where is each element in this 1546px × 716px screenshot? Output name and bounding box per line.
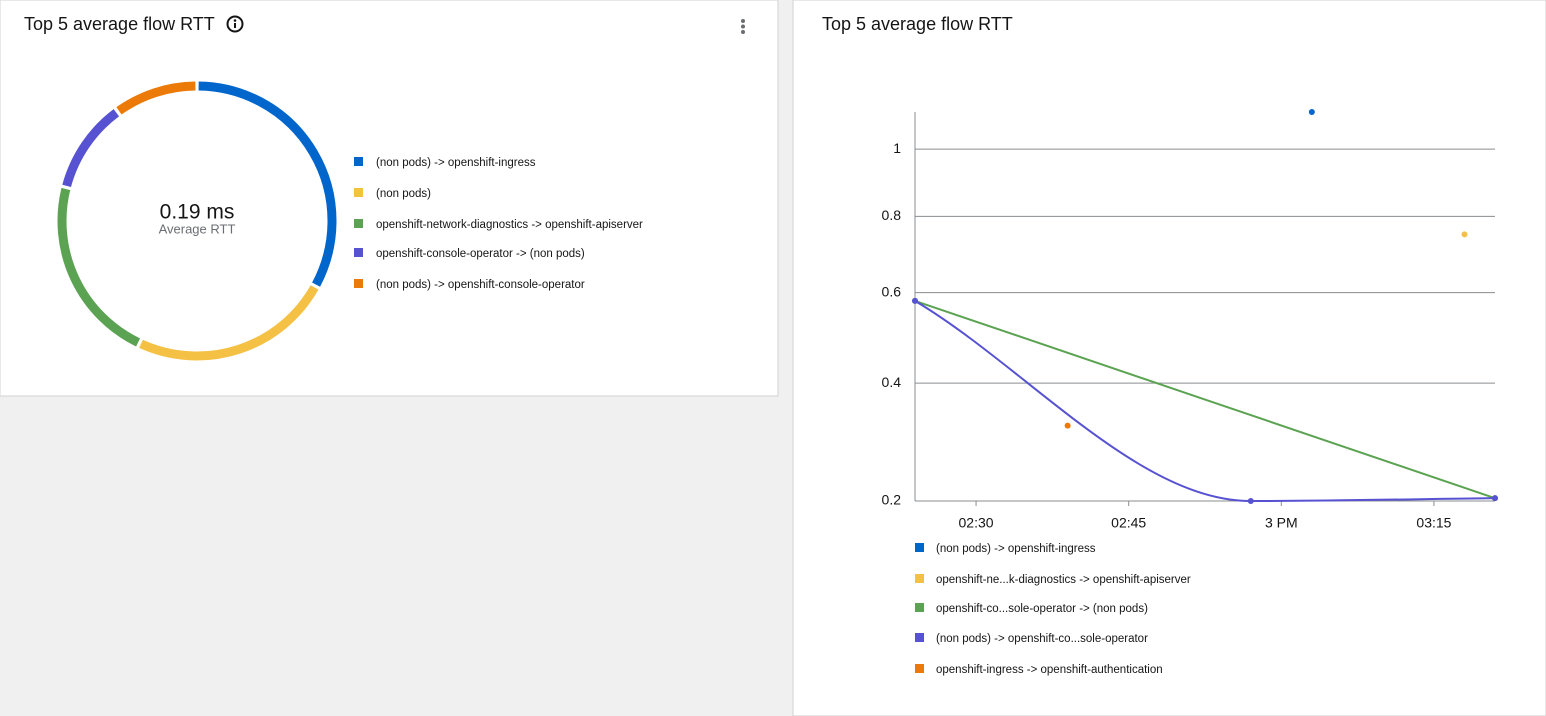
data-point — [1247, 498, 1254, 504]
legend-swatch — [915, 633, 924, 642]
legend-label: openshift-ingress -> openshift-authentic… — [936, 664, 1163, 676]
legend-swatch — [915, 574, 924, 583]
donut-segment — [198, 81, 337, 287]
x-tick-label: 02:45 — [1111, 515, 1146, 531]
y-tick-label: 1 — [893, 140, 901, 156]
legend-label: (non pods) -> openshift-ingress — [376, 157, 536, 169]
donut-segment — [116, 81, 196, 115]
data-point — [1461, 231, 1468, 238]
y-tick-label: 0.4 — [882, 374, 902, 390]
legend-label: openshift-network-diagnostics -> openshi… — [376, 219, 643, 231]
legend-label: (non pods) -> openshift-ingress — [936, 543, 1096, 555]
legend-label: openshift-co...sole-operator -> (non pod… — [936, 603, 1148, 615]
data-point — [1492, 495, 1498, 502]
legend-label: (non pods) -> openshift-co...sole-operat… — [936, 633, 1148, 645]
donut-segment — [57, 187, 141, 347]
series-line — [914, 300, 1496, 503]
left-card — [0, 0, 779, 397]
legend-swatch — [354, 157, 363, 166]
x-tick-label: 03:15 — [1416, 515, 1451, 531]
info-icon[interactable] — [226, 15, 244, 33]
legend-label: (non pods) -> openshift-console-operator — [376, 279, 585, 291]
card-title: Top 5 average flow RTT — [822, 14, 1013, 34]
legend-swatch — [915, 543, 924, 552]
donut-segment — [62, 109, 120, 188]
x-tick-label: 3 PM — [1265, 515, 1298, 531]
y-tick-label: 0.6 — [882, 283, 902, 299]
series-line — [914, 299, 1496, 500]
donut-value: 0.19 ms — [160, 201, 235, 224]
legend-label: openshift-ne...k-diagnostics -> openshif… — [936, 574, 1191, 586]
data-point — [1308, 109, 1315, 115]
donut-label: Average RTT — [159, 221, 236, 236]
data-point — [912, 297, 918, 304]
legend-label: openshift-console-operator -> (non pods) — [376, 248, 585, 260]
donut-segment — [139, 285, 319, 361]
legend-swatch — [915, 664, 924, 673]
y-tick-label: 0.8 — [882, 207, 902, 223]
kebab-menu[interactable] — [741, 19, 745, 34]
legend-swatch — [915, 603, 924, 612]
right-card — [792, 0, 1546, 716]
x-tick-label: 02:30 — [959, 515, 994, 531]
data-point — [1064, 422, 1071, 429]
legend-swatch — [354, 279, 363, 288]
legend-swatch — [354, 188, 363, 197]
legend-swatch — [354, 219, 363, 228]
card-title: Top 5 average flow RTT — [24, 14, 215, 34]
y-tick-label: 0.2 — [882, 492, 902, 508]
legend-swatch — [354, 248, 363, 257]
legend-label: (non pods) — [376, 188, 431, 200]
